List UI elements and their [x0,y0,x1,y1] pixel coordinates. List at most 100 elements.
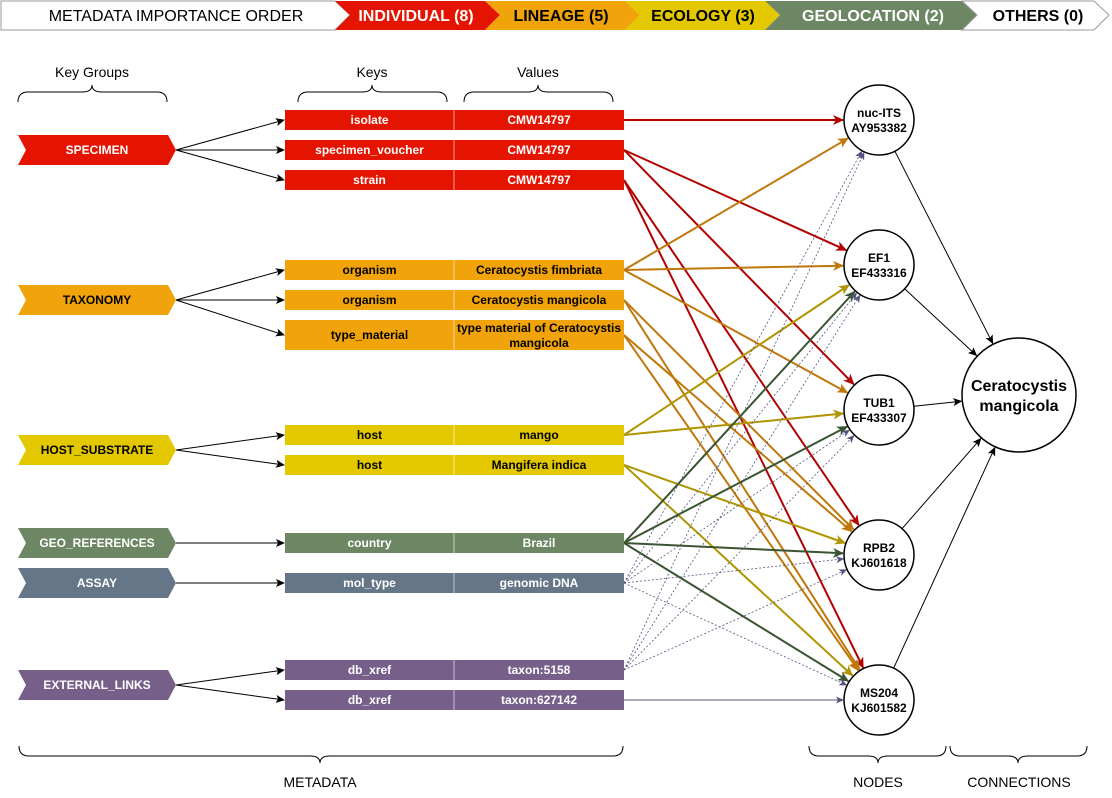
edge-external-row9-node0 [623,150,863,584]
key-label: country [347,536,391,550]
edge-external-row10-node0 [623,151,865,671]
key-group-shape[interactable] [18,135,176,165]
edge-external-row10-node2 [623,434,855,671]
value-cell[interactable] [454,140,624,160]
key-label: organism [342,263,396,277]
key-cell[interactable] [285,140,454,160]
key-groups-brace [17,84,168,103]
key-cell[interactable] [285,533,454,553]
species-node-circle[interactable] [961,337,1077,453]
key-group-label: ASSAY [77,576,117,590]
marker-node-accession: KJ601618 [851,556,907,570]
key-cell[interactable] [285,425,454,445]
metadata-row[interactable]: country Brazil [285,533,624,553]
key-cell[interactable] [285,690,454,710]
header-category-lineage-label: LINEAGE (5) [513,8,608,25]
key-group-taxonomy[interactable]: TAXONOMY [18,285,176,315]
group-edge-row5 [175,299,285,337]
edge-individual-row2-node3 [623,179,860,527]
value-cell[interactable] [454,690,624,710]
edge-individual-row1-node1 [623,149,848,252]
marker-node-name: EF1 [868,251,890,265]
marker-node-accession: EF433316 [851,266,907,280]
key-cell[interactable] [285,573,454,593]
key-cell[interactable] [285,260,454,280]
species-node[interactable]: Ceratocystis mangicola [961,337,1077,453]
metadata-row[interactable]: mol_type genomic DNA [285,573,624,593]
key-cell[interactable] [285,110,454,130]
value-cell[interactable] [454,425,624,445]
marker-node-circle[interactable] [843,229,915,301]
value-label: CMW14797 [507,113,571,127]
key-group-host-substrate[interactable]: HOST_SUBSTRATE [18,435,176,465]
key-group-shape[interactable] [18,435,176,465]
key-cell[interactable] [285,455,454,475]
node-species-edge-3 [901,437,982,530]
key-group-geo-references[interactable]: GEO_REFERENCES [18,528,176,558]
species-node-line2: mangicola [979,398,1058,415]
value-cell[interactable] [454,320,624,350]
header-category-individual-label: INDIVIDUAL (8) [358,8,473,25]
edge-geo-row8-node1 [623,290,856,544]
header-category-ecology-label: ECOLOGY (3) [651,8,755,25]
marker-node-circle[interactable] [843,84,915,156]
marker-node-circle[interactable] [843,664,915,736]
metadata-row[interactable]: organism Ceratocystis fimbriata [285,260,624,280]
metadata-row[interactable]: db_xref taxon:5158 [285,660,624,680]
marker-node-name: MS204 [860,686,898,700]
metadata-row[interactable]: host mango [285,425,624,445]
marker-node-name: RPB2 [863,541,895,555]
edge-external-row9-node3 [623,556,845,584]
group-edge-row11 [175,684,285,703]
metadata-row[interactable]: strain CMW14797 [285,170,624,190]
value-cell[interactable] [454,573,624,593]
metadata-row[interactable]: organism Ceratocystis mangicola [285,290,624,310]
value-cell[interactable] [454,455,624,475]
key-cell[interactable] [285,170,454,190]
key-group-assay[interactable]: ASSAY [18,568,176,598]
header-category-individual [335,1,500,30]
nodes-footer-label: NODES [853,774,903,790]
metadata-row[interactable]: specimen_voucher CMW14797 [285,140,624,160]
key-group-shape[interactable] [18,528,176,558]
key-cell[interactable] [285,320,454,350]
value-cell[interactable] [454,533,624,553]
key-group-shape[interactable] [18,285,176,315]
value-label: taxon:627142 [501,693,577,707]
marker-node-accession: KJ601582 [851,701,907,715]
metadata-row[interactable]: db_xref taxon:627142 [285,690,624,710]
value-cell[interactable] [454,260,624,280]
metadata-row[interactable]: host Mangifera indica [285,455,624,475]
value-cell[interactable] [454,660,624,680]
metadata-row[interactable]: type_material type material of Ceratocyst… [285,320,624,350]
header-category-ecology [625,1,780,30]
value-cell[interactable] [454,110,624,130]
edge-ecology-row7-node3 [623,464,847,545]
key-group-shape[interactable] [18,568,176,598]
value-cell[interactable] [454,170,624,190]
metadata-row[interactable]: isolate CMW14797 [285,110,624,130]
key-group-label: SPECIMEN [66,143,129,157]
edge-ecology-row6-node1 [623,284,850,436]
value-cell[interactable] [454,290,624,310]
key-label: host [357,458,382,472]
header-category-geolocation [765,1,977,30]
key-group-shape[interactable] [18,670,176,700]
edge-lineage-row5-node4 [623,334,860,672]
key-group-specimen[interactable]: SPECIMEN [18,135,176,165]
marker-node-circle[interactable] [843,519,915,591]
edge-lineage-row5-node3 [623,334,853,533]
key-group-external-links[interactable]: EXTERNAL_LINKS [18,670,176,700]
group-edge-row7 [175,449,285,468]
marker-node-circle[interactable] [843,374,915,446]
key-cell[interactable] [285,290,454,310]
key-groups: SPECIMEN TAXONOMY HOST_SUBSTRATE GEO_REFERE… [18,135,176,700]
marker-node-accession: EF433307 [851,411,907,425]
key-cell[interactable] [285,660,454,680]
